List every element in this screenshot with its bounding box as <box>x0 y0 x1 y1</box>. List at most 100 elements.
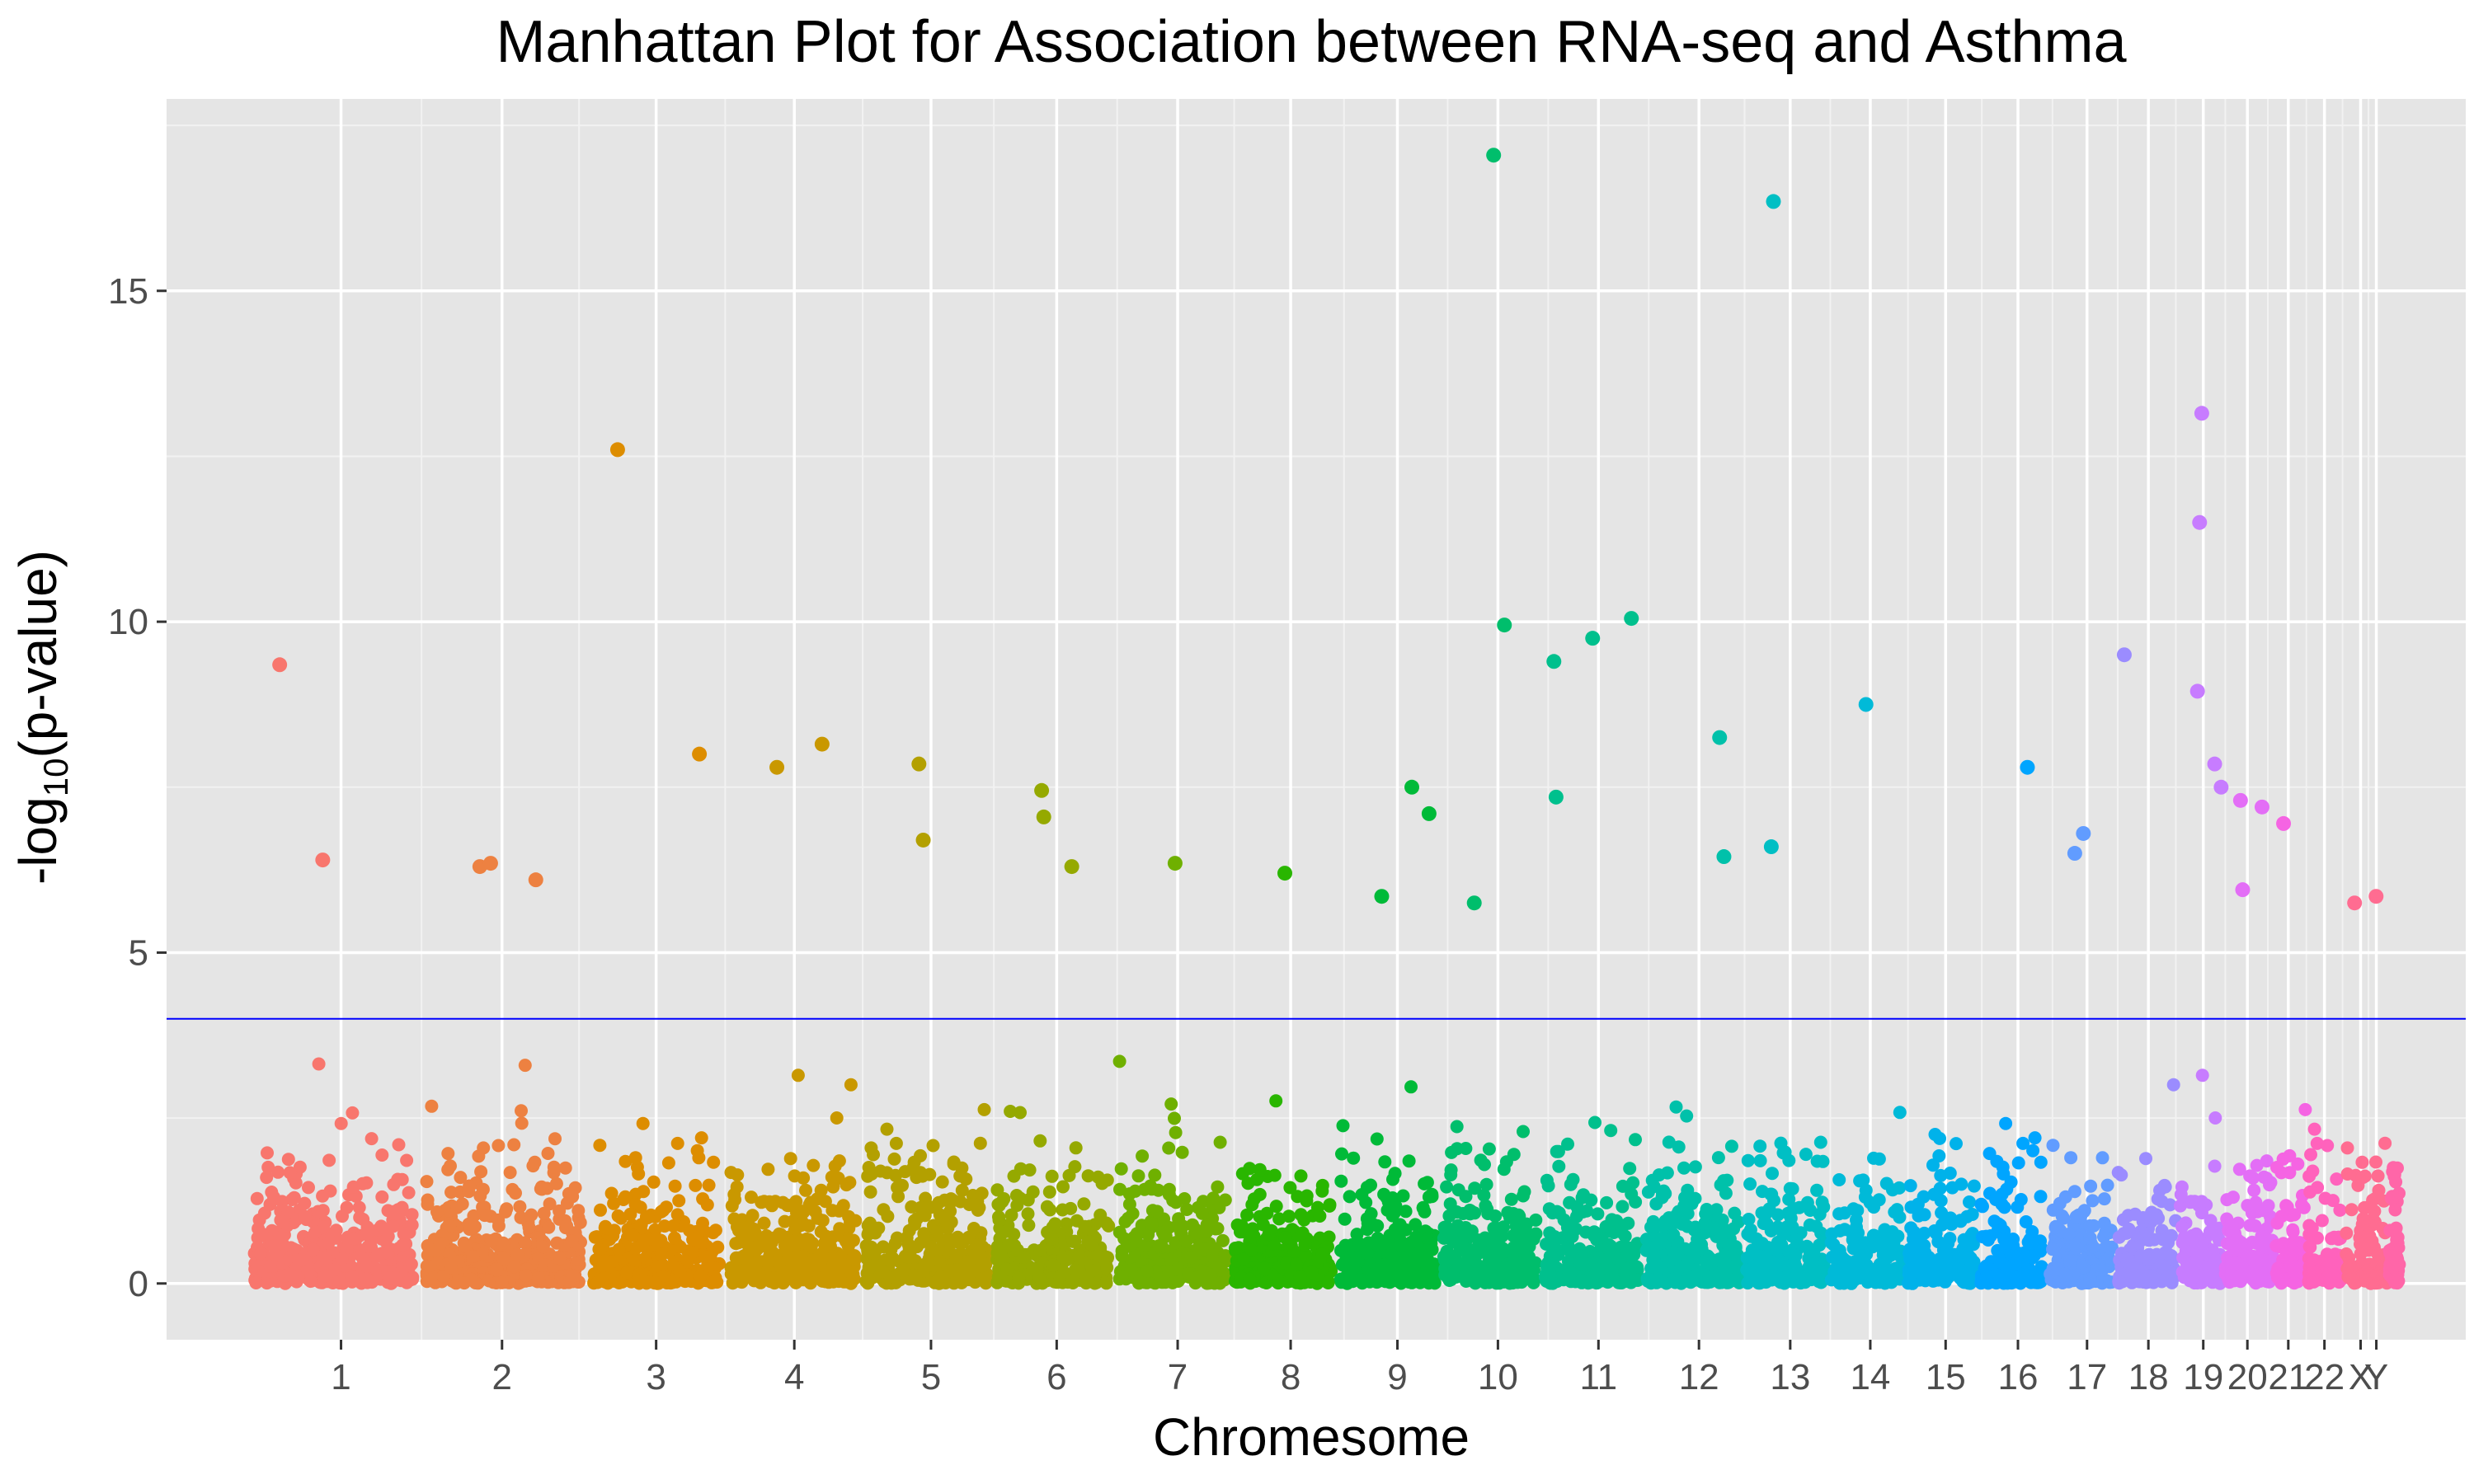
point-chr-6 <box>1062 1168 1076 1182</box>
point-chr-2 <box>536 1240 550 1254</box>
point-chr-2 <box>507 1138 521 1152</box>
point-chr-3 <box>692 1151 706 1165</box>
point-chr-7 <box>1129 1234 1143 1248</box>
point-chr-1 <box>287 1190 301 1205</box>
point-chr-1 <box>328 1262 342 1276</box>
point-chr-10 <box>1479 1177 1493 1191</box>
point-chr-5 <box>887 1152 901 1166</box>
point-chr-9 <box>1338 1212 1352 1226</box>
point-chr-15 <box>1950 1137 1963 1151</box>
point-chr-11 <box>1606 1249 1620 1263</box>
point-chr-16 <box>2019 1215 2033 1228</box>
point-chr-11 <box>1629 1133 1642 1147</box>
point-chr-5 <box>914 1200 928 1214</box>
point-chr-1 <box>254 1247 267 1261</box>
point-chr-20 <box>2249 1195 2263 1209</box>
point-chr-3 <box>619 1266 633 1280</box>
point-chr-3 <box>696 1236 710 1250</box>
point-chr-8 <box>1294 1169 1308 1183</box>
point-chr-9 <box>1386 1172 1399 1186</box>
point-chr-13 <box>1815 1195 1829 1209</box>
point-chr-12 <box>1662 1135 1676 1149</box>
point-chr-15 <box>1935 1206 1949 1219</box>
point-chr-2 <box>443 1219 457 1233</box>
point-chr-2 <box>553 1204 567 1218</box>
point-chr-6 <box>1081 1169 1095 1183</box>
point-chr-1 <box>263 1197 277 1211</box>
point-chr-7 <box>1155 1271 1169 1285</box>
point-chr-4 <box>745 1190 758 1205</box>
point-chr-14 <box>1837 1223 1851 1237</box>
point-chr-8 <box>1243 1272 1257 1286</box>
point-chr-4 <box>799 1183 812 1197</box>
point-chr-13 <box>1766 1167 1779 1181</box>
point-chr-15 <box>1933 1131 1946 1145</box>
point-chr-1 <box>400 1275 414 1289</box>
point-chr-1 <box>375 1190 389 1204</box>
point-chr-11 <box>1552 1159 1566 1173</box>
point-chr-19 <box>2194 1240 2208 1254</box>
point-chr-4 <box>836 1199 850 1213</box>
point-chr-7 <box>1112 1054 1126 1068</box>
point-chr-4 <box>797 1171 811 1185</box>
point-chr-2 <box>459 1239 472 1253</box>
point-chr-1 <box>289 1176 303 1190</box>
point-chr-9 <box>1336 1119 1350 1133</box>
point-chr-9 <box>1405 1258 1419 1272</box>
point-chr-3 <box>668 1179 682 1193</box>
point-chr-9 <box>1395 1239 1409 1253</box>
point-chr-3 <box>648 1223 662 1237</box>
point-chr-19 <box>2208 1159 2222 1173</box>
point-chr-15 <box>1956 1242 1970 1256</box>
point-chr-19 <box>2176 1251 2190 1265</box>
point-chr-3 <box>708 1223 722 1237</box>
point-chr-4 <box>742 1219 756 1233</box>
point-chr-4 <box>802 1219 816 1233</box>
point-chr-6 <box>1004 1105 1018 1118</box>
point-chr-12 <box>1644 1241 1658 1255</box>
point-chr-12 <box>1647 1220 1660 1233</box>
point-chr-1 <box>265 1186 279 1199</box>
point-chr-5 <box>930 1225 944 1239</box>
point-chr-1 <box>365 1132 379 1146</box>
point-chr-13 <box>1743 1177 1757 1191</box>
point-chr-11 <box>1563 1195 1577 1209</box>
point-chr-19 <box>2183 1195 2197 1209</box>
point-chr-12 <box>1662 1254 1676 1268</box>
point-chr-12 <box>1698 1216 1712 1230</box>
point-chr-17 <box>2062 1228 2076 1241</box>
point-chr-4 <box>830 1111 844 1125</box>
point-chr-4 <box>783 1152 797 1166</box>
point-chr-7 <box>1145 1182 1159 1196</box>
point-chr-3 <box>702 1178 716 1192</box>
point-chr-9 <box>1416 1201 1430 1215</box>
point-chr-1 <box>284 1268 298 1282</box>
point-chr-1 <box>271 1165 285 1179</box>
point-chr-10 <box>1453 1244 1467 1258</box>
point-chr-12 <box>1710 1203 1724 1217</box>
point-chr-6 <box>992 1199 1006 1213</box>
point-chr-7 <box>1168 1111 1181 1125</box>
point-chr-13 <box>1799 1148 1813 1162</box>
point-chr-10 <box>1517 1189 1530 1203</box>
point-chr-7 <box>1211 1180 1225 1194</box>
point-chr-6 <box>999 1224 1013 1238</box>
point-chr-1 <box>365 1275 379 1289</box>
point-chr-2 <box>522 1220 536 1234</box>
point-chr-12 <box>1651 1274 1665 1288</box>
point-chr-9 <box>1402 1154 1416 1168</box>
point-chr-4 <box>825 1204 840 1218</box>
point-chr-1 <box>293 1160 307 1174</box>
point-chr-2 <box>473 1189 487 1203</box>
point-chr-12 <box>1656 1186 1669 1200</box>
point-chr-3 <box>626 1228 640 1242</box>
point-chr-10 <box>1498 1261 1512 1275</box>
point-chr-16 <box>2033 1243 2047 1257</box>
point-chr-10 <box>1504 1192 1518 1206</box>
point-chr-6 <box>1072 1250 1085 1263</box>
point-chr-10 <box>1507 1207 1521 1220</box>
point-chr-18 <box>2142 1233 2157 1247</box>
point-chr-3 <box>672 1194 686 1208</box>
point-chr-4 <box>728 1193 742 1207</box>
point-chr-3 <box>667 1231 681 1245</box>
